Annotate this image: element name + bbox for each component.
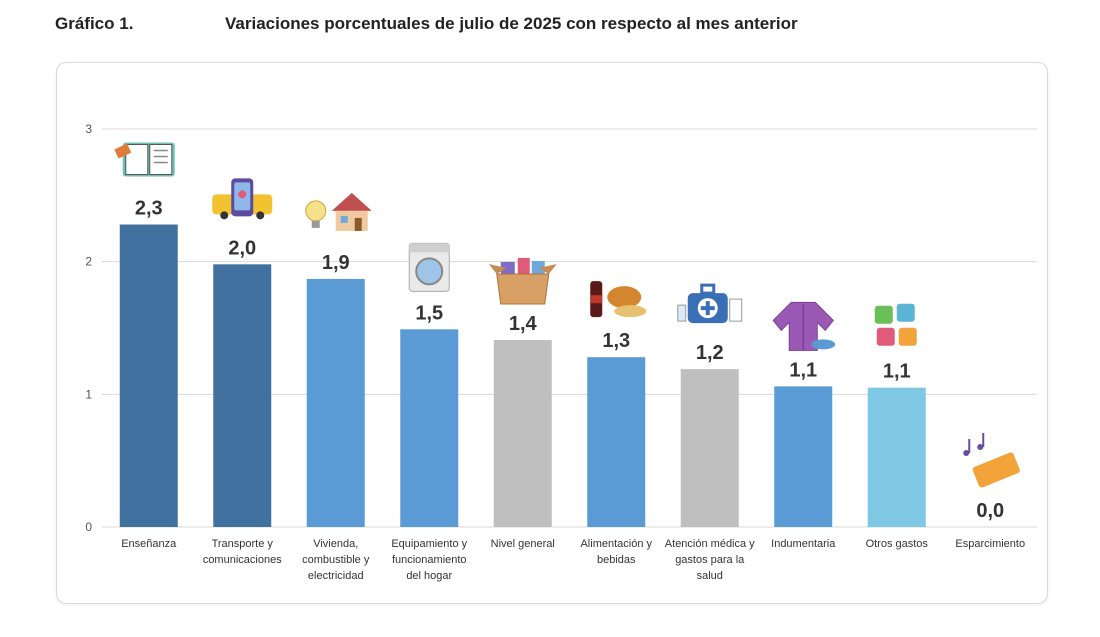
book-page-left — [125, 144, 149, 176]
data-label: 1,4 — [509, 313, 538, 335]
data-label: 2,3 — [135, 198, 163, 220]
machine-panel — [409, 243, 450, 253]
bus-phone-icon — [212, 178, 273, 220]
puzzle-piece — [896, 303, 915, 322]
puzzle-piece — [874, 305, 893, 324]
bar — [774, 386, 833, 527]
chart-title: Variaciones porcentuales de julio de 202… — [225, 14, 798, 33]
bar — [400, 329, 459, 527]
bar — [306, 278, 365, 527]
bus-wheel — [256, 211, 265, 220]
figure-label: Gráfico 1. — [55, 14, 134, 33]
machine-door — [415, 257, 444, 286]
house-door — [354, 217, 362, 231]
book-page-right — [149, 144, 173, 176]
music-note — [963, 450, 970, 456]
music-note — [977, 444, 984, 450]
x-tick-label: Enseñanza — [121, 538, 177, 550]
house-window — [340, 215, 348, 223]
data-label: 1,3 — [602, 330, 630, 352]
bar — [119, 224, 178, 527]
x-tick-label: electricidad — [308, 570, 364, 582]
puzzle-piece — [898, 327, 917, 346]
box-item — [531, 260, 545, 276]
bar — [587, 357, 646, 527]
data-label: 1,1 — [883, 361, 911, 383]
kit-handle — [700, 283, 716, 295]
book-icon — [114, 142, 175, 177]
data-label: 2,0 — [228, 237, 256, 259]
ticket — [972, 452, 1020, 488]
x-tick-label: combustible y — [302, 554, 370, 566]
data-label: 1,2 — [696, 342, 724, 364]
house-roof — [331, 192, 372, 211]
x-tick-label: Transporte y — [212, 538, 274, 550]
chart-card: 0 1 2 3 2,3 Enseñanza 2,0 Transporte y comunicac… — [56, 62, 1048, 604]
puzzle-icon — [874, 303, 917, 346]
box-item — [517, 257, 530, 276]
house-bulb-icon — [305, 192, 372, 231]
y-tick-label: 3 — [85, 122, 92, 136]
x-tick-label: Nivel general — [491, 538, 555, 550]
pencil — [114, 143, 132, 159]
bar — [680, 369, 739, 527]
kit-bottle — [677, 304, 687, 322]
box-flap — [488, 263, 507, 274]
bulb — [305, 200, 327, 222]
box-body — [496, 273, 550, 305]
x-tick-label: Vivienda, — [313, 538, 358, 550]
x-tick-label: comunicaciones — [203, 554, 282, 566]
bottle-label — [590, 295, 603, 304]
bread — [614, 305, 647, 318]
x-tick-label: gastos para la — [675, 554, 745, 566]
bar — [213, 264, 272, 527]
x-tick-label: Otros gastos — [866, 538, 929, 550]
box-flap — [538, 263, 557, 274]
ticket-music-icon — [963, 433, 1020, 488]
x-tick-label: funcionamiento — [392, 554, 467, 566]
bulb-base — [311, 220, 320, 228]
y-tick-label: 2 — [85, 255, 92, 269]
y-tick-label: 1 — [85, 387, 92, 401]
chicken — [607, 286, 642, 309]
x-tick-label: bebidas — [597, 554, 636, 566]
x-tick-label: Equipamiento y — [391, 538, 467, 550]
medical-kit-icon — [677, 283, 743, 324]
washing-machine-icon — [408, 242, 450, 292]
x-tick-label: Atención médica y — [665, 538, 755, 550]
chart-header: Gráfico 1. Variaciones porcentuales de j… — [55, 14, 1055, 44]
shoe — [811, 339, 836, 350]
x-tick-label: salud — [697, 570, 723, 582]
x-tick-label: del hogar — [406, 570, 452, 582]
data-label: 1,5 — [415, 302, 443, 324]
y-tick-label: 0 — [85, 520, 92, 534]
data-label: 1,9 — [322, 252, 350, 274]
bar — [867, 387, 926, 527]
x-tick-label: Esparcimiento — [955, 538, 1025, 550]
box-item — [500, 261, 515, 276]
kit-cross — [700, 306, 715, 311]
bus-wheel — [220, 211, 229, 220]
data-label: 0,0 — [976, 500, 1004, 522]
bar-chart: 0 1 2 3 2,3 Enseñanza 2,0 Transporte y comunicac… — [85, 122, 1037, 582]
x-tick-label: Indumentaria — [771, 538, 836, 550]
house-wall — [335, 210, 368, 231]
data-label: 1,1 — [789, 359, 817, 381]
x-tick-label: Alimentación y — [580, 538, 652, 550]
box-icon — [488, 257, 557, 305]
puzzle-piece — [876, 327, 895, 346]
jacket-icon — [772, 301, 836, 351]
bar — [493, 339, 552, 527]
phone-contact — [238, 190, 247, 199]
kit-paper — [729, 298, 743, 322]
food-drink-icon — [590, 281, 647, 318]
